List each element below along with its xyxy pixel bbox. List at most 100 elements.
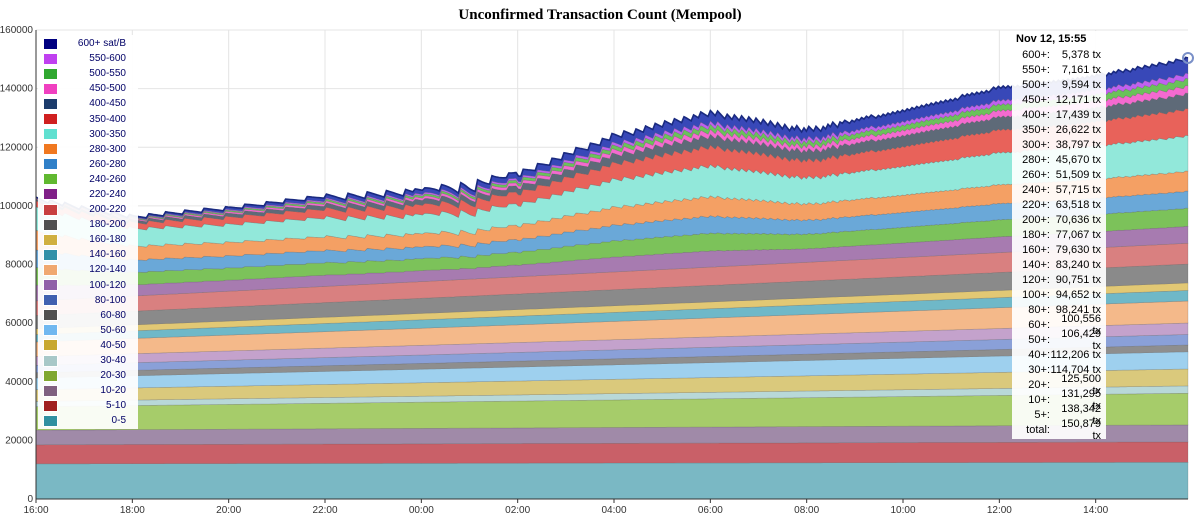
legend-swatch xyxy=(43,203,58,216)
tooltip-row-value: 17,439 tx xyxy=(1055,108,1101,121)
legend-item[interactable]: 600+ sat/B xyxy=(38,36,138,51)
legend-swatch xyxy=(43,384,58,397)
x-tick-label: 14:00 xyxy=(1083,505,1108,516)
x-tick-label: 08:00 xyxy=(794,505,819,516)
legend-item[interactable]: 260-280 xyxy=(38,157,138,172)
legend-swatch xyxy=(43,233,58,246)
legend-item[interactable]: 450-500 xyxy=(38,81,138,96)
x-tick-label: 02:00 xyxy=(505,505,530,516)
legend-swatch xyxy=(43,324,58,337)
legend-swatch xyxy=(43,369,58,382)
legend-swatch xyxy=(43,158,58,171)
x-tick-label: 06:00 xyxy=(698,505,723,516)
legend-swatch xyxy=(43,113,58,126)
legend-item[interactable]: 100-120 xyxy=(38,278,138,293)
legend-item[interactable]: 120-140 xyxy=(38,262,138,277)
tooltip: Nov 12, 15:55 600+: 5,378 tx 550+: 7,161 tx… xyxy=(1012,31,1106,442)
legend-label: 450-500 xyxy=(89,83,126,95)
tooltip-row: 20+: 125,500 tx xyxy=(1012,373,1106,397)
legend-item[interactable]: 50-60 xyxy=(38,323,138,338)
legend-item[interactable]: 30-40 xyxy=(38,353,138,368)
legend-label: 10-20 xyxy=(100,385,126,397)
y-tick-label: 40000 xyxy=(5,377,33,388)
area-series-5-10 xyxy=(35,441,1189,465)
tooltip-row-label: 350+: xyxy=(1022,123,1050,136)
tooltip-row: 100+: 94,652 tx xyxy=(1012,287,1106,302)
legend-item[interactable]: 0-5 xyxy=(38,413,138,428)
legend-item[interactable]: 300-350 xyxy=(38,127,138,142)
legend-item[interactable]: 140-160 xyxy=(38,247,138,262)
legend-label: 600+ sat/B xyxy=(77,38,126,50)
tooltip-row: 5+: 138,342 tx xyxy=(1012,403,1106,427)
legend-swatch xyxy=(43,263,58,276)
tooltip-row: 200+: 70,636 tx xyxy=(1012,212,1106,227)
x-tick-label: 12:00 xyxy=(987,505,1012,516)
legend-swatch xyxy=(43,52,58,65)
legend-item[interactable]: 240-260 xyxy=(38,172,138,187)
legend-label: 550-600 xyxy=(89,53,126,65)
tooltip-row-value: 90,751 tx xyxy=(1055,273,1101,286)
x-tick-label: 16:00 xyxy=(23,505,48,516)
legend-label: 500-550 xyxy=(89,68,126,80)
tooltip-row-value: 150,879 tx xyxy=(1061,417,1101,442)
legend-label: 160-180 xyxy=(89,234,126,246)
x-tick-label: 20:00 xyxy=(216,505,241,516)
tooltip-row-label: 120+: xyxy=(1022,273,1050,286)
tooltip-row-value: 79,630 tx xyxy=(1055,243,1101,256)
area-series-300-350 xyxy=(35,134,1189,248)
tooltip-row: 180+: 77,067 tx xyxy=(1012,227,1106,242)
tooltip-row-value: 45,670 tx xyxy=(1055,153,1101,166)
tooltip-row-label: total: xyxy=(1026,423,1050,436)
total-line-group xyxy=(35,56,1189,219)
tooltip-row-value: 114,704 tx xyxy=(1050,363,1101,376)
tooltip-row-label: 600+: xyxy=(1022,48,1050,61)
area-series-100-120 xyxy=(35,322,1189,366)
legend-swatch xyxy=(43,294,58,307)
legend-label: 280-300 xyxy=(89,143,126,155)
area-series-0-5 xyxy=(35,462,1189,500)
legend-item[interactable]: 350-400 xyxy=(38,111,138,126)
legend-item[interactable]: 200-220 xyxy=(38,202,138,217)
tooltip-row-value: 51,509 tx xyxy=(1055,168,1101,181)
legend-swatch xyxy=(43,248,58,261)
legend-item[interactable]: 280-300 xyxy=(38,142,138,157)
legend-item[interactable]: 20-30 xyxy=(38,368,138,383)
x-tick-label: 10:00 xyxy=(890,505,915,516)
tooltip-row-value: 112,206 tx xyxy=(1050,348,1101,361)
tooltip-row-value: 38,797 tx xyxy=(1055,138,1101,151)
y-tick-label: 120000 xyxy=(0,142,33,153)
legend-item[interactable]: 80-100 xyxy=(38,293,138,308)
tooltip-row: 160+: 79,630 tx xyxy=(1012,242,1106,257)
legend-item[interactable]: 160-180 xyxy=(38,232,138,247)
legend-item[interactable]: 60-80 xyxy=(38,308,138,323)
x-tick-label: 22:00 xyxy=(312,505,337,516)
legend-label: 240-260 xyxy=(89,173,126,185)
legend-item[interactable]: 400-450 xyxy=(38,96,138,111)
tooltip-row-label: 20+: xyxy=(1028,378,1050,391)
tooltip-row-value: 125,500 tx xyxy=(1061,372,1101,397)
x-tick-label: 04:00 xyxy=(601,505,626,516)
tooltip-row-label: 550+: xyxy=(1022,63,1050,76)
legend-item[interactable]: 180-200 xyxy=(38,217,138,232)
tooltip-row-value: 138,342 tx xyxy=(1061,402,1101,427)
legend-item[interactable]: 220-240 xyxy=(38,187,138,202)
tooltip-row-value: 57,715 tx xyxy=(1055,183,1101,196)
tooltip-row-label: 140+: xyxy=(1022,258,1050,271)
tooltip-row-value: 106,429 tx xyxy=(1061,327,1101,352)
legend-swatch xyxy=(43,339,58,352)
legend-swatch xyxy=(43,218,58,231)
legend-label: 400-450 xyxy=(89,98,126,110)
tooltip-row: 300+: 38,797 tx xyxy=(1012,137,1106,152)
tooltip-row: 80+: 98,241 tx xyxy=(1012,302,1106,317)
legend-item[interactable]: 500-550 xyxy=(38,66,138,81)
legend-item[interactable]: 5-10 xyxy=(38,398,138,413)
legend-label: 50-60 xyxy=(100,324,126,336)
tooltip-row-label: 200+: xyxy=(1022,213,1050,226)
legend-item[interactable]: 40-50 xyxy=(38,338,138,353)
area-series-160-180 xyxy=(35,282,1189,335)
legend-item[interactable]: 10-20 xyxy=(38,383,138,398)
tooltip-row-label: 500+: xyxy=(1022,78,1050,91)
legend-item[interactable]: 550-600 xyxy=(38,51,138,66)
tooltip-row: 120+: 90,751 tx xyxy=(1012,272,1106,287)
